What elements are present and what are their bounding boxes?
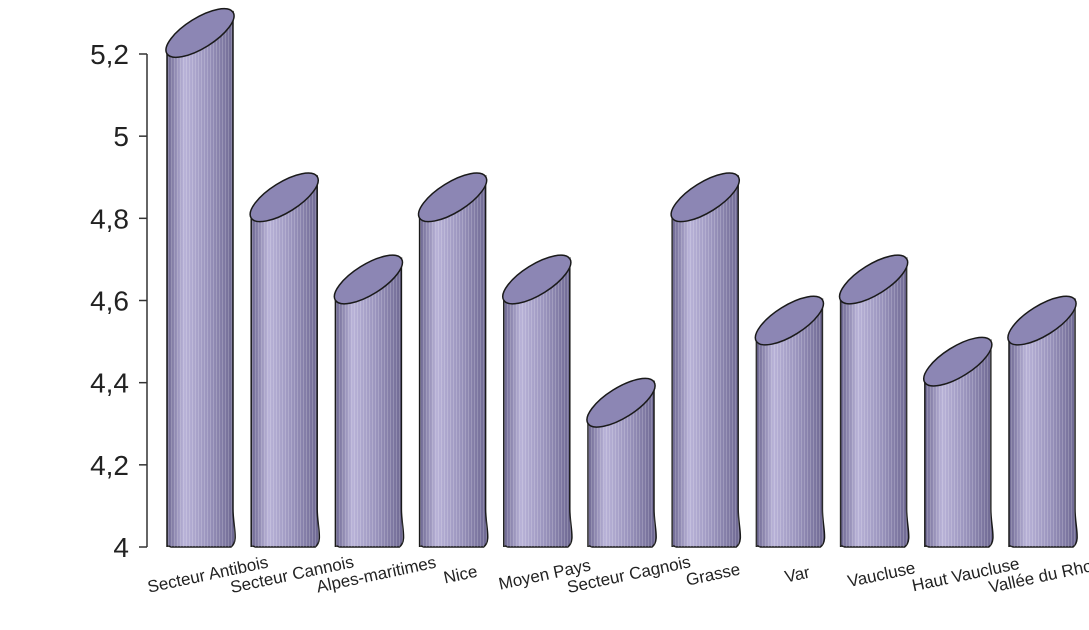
y-tick-label: 4,2 (90, 450, 129, 481)
bar (754, 295, 826, 548)
bar (333, 254, 405, 548)
bar-stripes (167, 12, 236, 547)
y-tick-label: 5 (113, 121, 129, 152)
bar (838, 254, 910, 548)
x-tick-label: Grasse (684, 560, 742, 590)
bar (586, 377, 657, 548)
bar-stripes (1009, 299, 1078, 547)
y-tick-label: 4,6 (90, 286, 129, 317)
y-axis: 4 4,2 4,4 4,6 4,8 5 5,2 (90, 39, 148, 563)
bar-top (165, 7, 235, 59)
bar-top (333, 254, 404, 305)
bar (165, 7, 236, 548)
y-tick-label: 5,2 (90, 39, 129, 70)
bar-stripes (840, 258, 909, 547)
bar (249, 172, 321, 548)
bar-top (670, 172, 740, 223)
bar-top (1007, 295, 1077, 346)
bar (417, 172, 489, 548)
bar-top (502, 254, 572, 305)
bar-top (586, 377, 656, 428)
bar-stripes (335, 258, 404, 547)
bar-stripes (756, 299, 825, 547)
x-tick-label: Nice (442, 562, 479, 588)
bar-top (417, 172, 488, 223)
y-tick-label: 4,8 (90, 203, 129, 234)
bars (165, 7, 1078, 548)
bar-top (249, 172, 319, 223)
bar-top (838, 254, 909, 305)
bar (923, 336, 994, 548)
bar (1007, 295, 1078, 548)
y-tick-label: 4 (113, 532, 129, 563)
x-tick-label: Vaucluse (846, 558, 917, 591)
bar (670, 172, 742, 548)
bar-stripes (672, 176, 741, 548)
bar-stripes (503, 258, 572, 547)
bar-top (923, 336, 993, 387)
bar (502, 254, 573, 548)
x-tick-label: Var (783, 563, 812, 587)
bar-stripes (419, 176, 488, 548)
y-tick-label: 4,4 (90, 368, 129, 399)
bar-stripes (924, 340, 993, 547)
bar-top (754, 295, 825, 346)
bar-stripes (251, 176, 320, 548)
